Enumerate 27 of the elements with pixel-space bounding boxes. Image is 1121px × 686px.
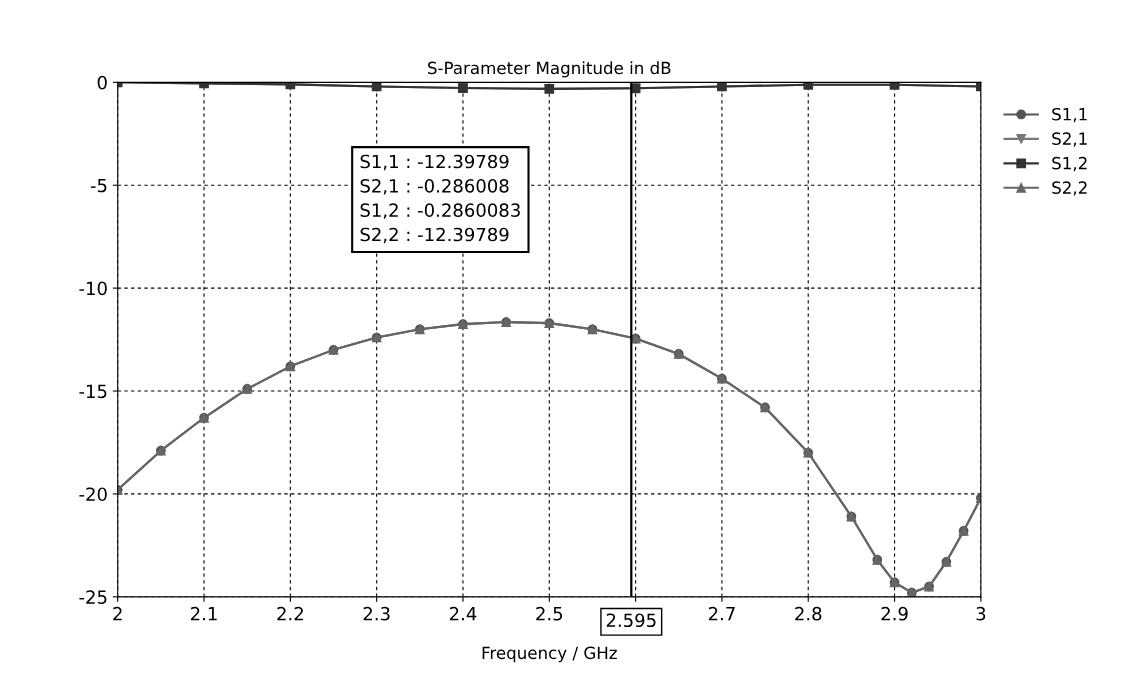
legend-label: S1,2 <box>1052 156 1087 172</box>
y-tick-label: -25 <box>79 590 107 604</box>
legend-label: S2,1 <box>1052 132 1087 147</box>
annotation: S2,1 : -0.286008 <box>360 179 509 195</box>
x-tick-label: 2.3 <box>363 606 390 621</box>
y-tick-label: 0 <box>97 75 107 90</box>
x-tick-label: 2.5 <box>536 606 563 621</box>
x-tick-label: 2.7 <box>708 606 735 621</box>
legend-label: S2,2 <box>1052 181 1087 196</box>
x-tick-label: 2.4 <box>449 606 477 621</box>
x-tick-label: 2 <box>113 606 122 621</box>
annotation: S2,2 : -12.39789 <box>360 227 509 244</box>
annotation: S1,2 : -0.2860083 <box>360 203 520 219</box>
chart-title: S-Parameter Magnitude in dB <box>428 61 671 78</box>
annotation: S1,1 : -12.39789 <box>360 154 509 171</box>
x-tick-label: 2.1 <box>190 606 217 621</box>
y-tick-label: -5 <box>90 178 107 193</box>
x-tick-label: 3 <box>976 606 986 621</box>
y-tick-label: -20 <box>79 487 107 502</box>
x-tick-label: 2.9 <box>881 606 908 621</box>
x-axis-title: Frequency / GHz <box>482 646 617 663</box>
x-tick-label: 2.2 <box>277 606 303 621</box>
legend-label: S1,1 <box>1052 107 1087 123</box>
x-tick-label: 2.8 <box>795 606 822 621</box>
y-tick-label: -10 <box>79 281 107 296</box>
ref-line-label: 2.595 <box>606 613 656 628</box>
y-tick-label: -15 <box>79 384 107 399</box>
